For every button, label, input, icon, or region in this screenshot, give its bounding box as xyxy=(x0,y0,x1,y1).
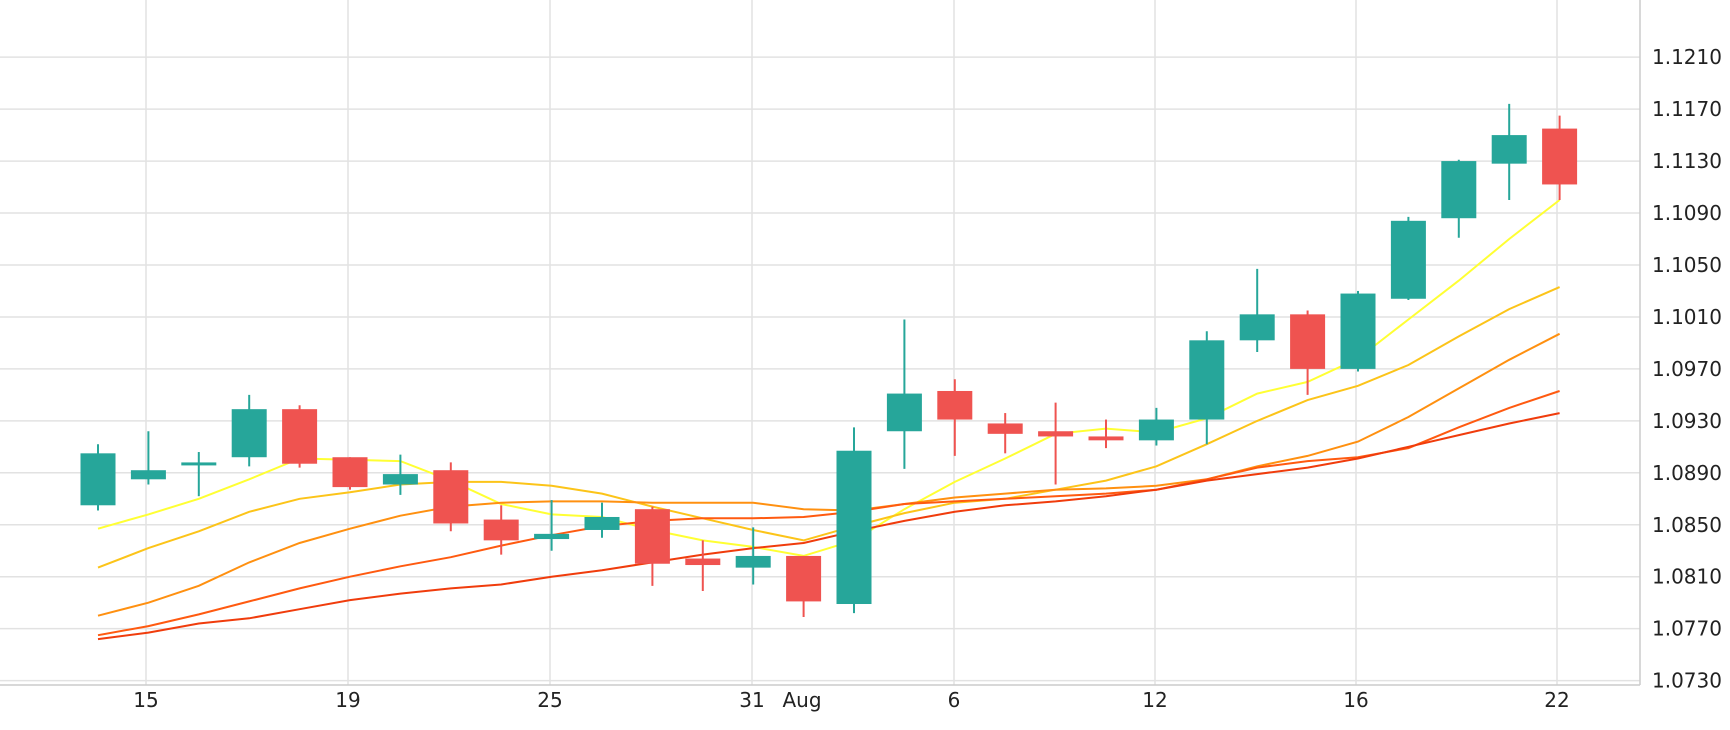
x-tick-labels: 15 19 25 31 Aug 6 12 16 22 xyxy=(133,688,1569,712)
candle-body xyxy=(1390,220,1426,299)
candle-up xyxy=(886,319,922,469)
moving-average-line xyxy=(97,286,1561,569)
candle-down xyxy=(685,540,721,592)
y-tick-label: 1.0930 xyxy=(1652,409,1722,433)
x-tick-label: 15 xyxy=(133,688,158,712)
moving-average-lines xyxy=(97,199,1561,641)
x-tick-label: 31 xyxy=(739,688,764,712)
candle-up xyxy=(130,431,166,485)
x-tick-label: 22 xyxy=(1544,688,1569,712)
moving-average-line xyxy=(97,390,1560,637)
candle-body xyxy=(282,409,318,464)
candle-body xyxy=(987,423,1023,434)
candle-down xyxy=(1290,310,1326,395)
y-tick-labels: 1.1210 1.1170 1.1130 1.1090 1.1050 1.1010 1.09… xyxy=(1652,45,1722,692)
candle-body xyxy=(634,509,670,564)
candle-down xyxy=(332,457,368,490)
candle-up xyxy=(836,427,872,614)
candle-body xyxy=(1542,128,1578,185)
x-tick-label: 16 xyxy=(1343,688,1368,712)
moving-average-line xyxy=(97,412,1560,641)
x-tick-label: Aug xyxy=(782,688,821,712)
candle-body xyxy=(181,462,217,466)
candle-body xyxy=(1138,419,1174,441)
candle-down xyxy=(987,413,1023,454)
candle-up xyxy=(1340,290,1376,372)
x-tick-label: 19 xyxy=(335,688,360,712)
candle-body xyxy=(332,457,368,488)
candle-up xyxy=(1441,159,1477,238)
y-tick-label: 1.1050 xyxy=(1652,253,1722,277)
candle-down xyxy=(483,505,519,555)
candle-down xyxy=(1542,115,1578,201)
candle-up xyxy=(181,452,217,497)
candle-body xyxy=(836,450,872,605)
candle-up xyxy=(382,454,418,495)
candle-body xyxy=(937,390,973,420)
candle-body xyxy=(433,470,469,524)
candle-up xyxy=(1390,216,1426,301)
candle-body xyxy=(80,453,116,506)
candle-down xyxy=(1088,419,1124,449)
candle-body xyxy=(786,555,822,602)
candle-body xyxy=(1239,314,1275,341)
x-tick-label: 6 xyxy=(948,688,961,712)
y-tick-label: 1.0890 xyxy=(1652,461,1722,485)
y-tick-label: 1.0730 xyxy=(1652,669,1722,693)
y-tick-label: 1.1210 xyxy=(1652,45,1722,69)
candle-up xyxy=(735,527,771,585)
candle-body xyxy=(1038,431,1074,437)
candle-up xyxy=(231,394,267,467)
candle-body xyxy=(1290,314,1326,369)
y-tick-label: 1.1010 xyxy=(1652,305,1722,329)
candle-up xyxy=(534,500,570,551)
candles xyxy=(80,103,1578,617)
candle-down xyxy=(433,462,469,532)
candle-body xyxy=(584,516,620,530)
candle-body xyxy=(735,555,771,568)
candle-up xyxy=(1138,407,1174,446)
moving-average-line xyxy=(97,199,1561,557)
candle-down xyxy=(937,379,973,456)
candle-body xyxy=(1491,135,1527,164)
candle-up xyxy=(584,502,620,538)
y-tick-label: 1.0770 xyxy=(1652,617,1722,641)
y-tick-label: 1.1170 xyxy=(1652,97,1722,121)
y-tick-label: 1.0970 xyxy=(1652,357,1722,381)
candle-body xyxy=(685,558,721,566)
candle-body xyxy=(231,409,267,458)
candle-body xyxy=(1441,161,1477,219)
axes xyxy=(0,0,1641,686)
candle-body xyxy=(1340,293,1376,369)
candle-body xyxy=(1088,436,1124,441)
x-tick-label: 25 xyxy=(537,688,562,712)
y-tick-label: 1.0810 xyxy=(1652,565,1722,589)
candle-body xyxy=(886,393,922,432)
candle-down xyxy=(634,506,670,586)
candle-body xyxy=(130,470,166,480)
candle-body xyxy=(382,474,418,485)
moving-average-line xyxy=(97,332,1561,617)
candle-up xyxy=(1189,331,1225,445)
y-tick-label: 1.0850 xyxy=(1652,513,1722,537)
y-tick-label: 1.1090 xyxy=(1652,201,1722,225)
candle-body xyxy=(1189,340,1225,420)
x-tick-label: 12 xyxy=(1142,688,1167,712)
candle-up xyxy=(1239,268,1275,353)
candle-down xyxy=(786,555,822,617)
candle-down xyxy=(1038,402,1074,485)
candle-body xyxy=(534,533,570,540)
candle-down xyxy=(282,405,318,468)
candle-body xyxy=(483,519,519,541)
y-tick-label: 1.1130 xyxy=(1652,149,1722,173)
candle-up xyxy=(1491,103,1527,201)
candle-up xyxy=(80,444,116,511)
